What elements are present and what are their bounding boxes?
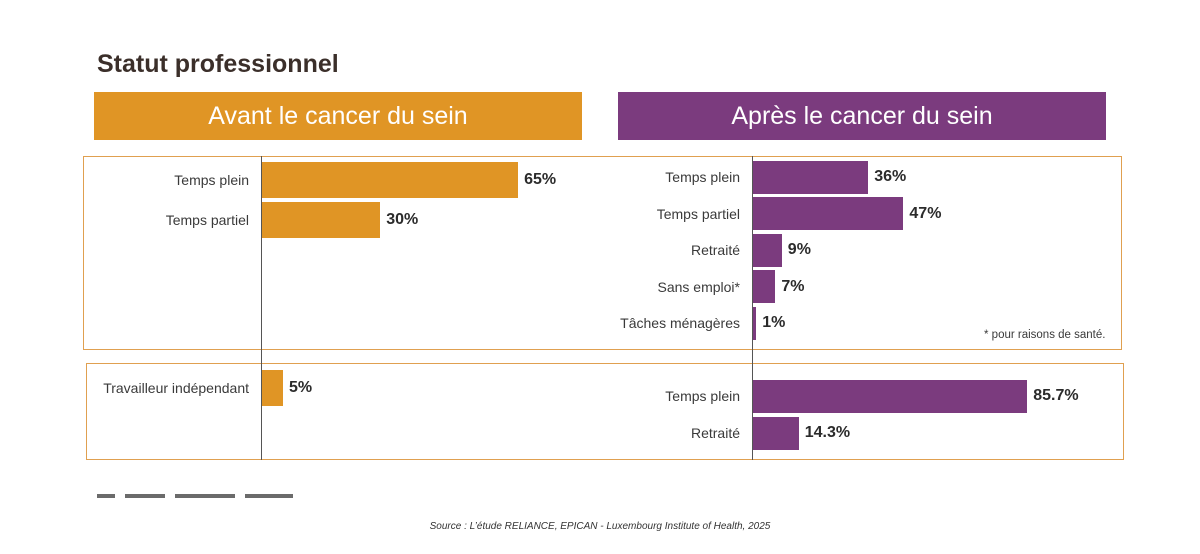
- category-label: Travailleur indépendant: [103, 380, 249, 396]
- value-label: 5%: [289, 379, 313, 396]
- chart-title: Statut professionnel: [97, 50, 339, 78]
- axis-line-before: [261, 156, 262, 460]
- value-label: 85.7%: [1033, 387, 1079, 404]
- value-label: 9%: [787, 241, 811, 258]
- value-label: 36%: [874, 168, 907, 185]
- bar: [753, 233, 782, 267]
- value-label: 47%: [909, 204, 942, 222]
- bar: [753, 160, 869, 194]
- axis-line-after: [752, 156, 753, 460]
- value-label: 7%: [781, 277, 805, 295]
- bar: [753, 306, 757, 340]
- bar: [753, 197, 904, 230]
- category-label: Temps partiel: [656, 205, 740, 222]
- cut-off-next-heading: [97, 494, 307, 498]
- category-label: Sans emploi*: [657, 278, 741, 295]
- header-after: Après le cancer du sein: [618, 92, 1106, 140]
- header-before: Avant le cancer du sein: [94, 92, 582, 140]
- footnote: * pour raisons de santé.: [984, 329, 1106, 341]
- category-label: Temps partiel: [165, 212, 249, 228]
- category-label: Temps plein: [665, 169, 740, 185]
- bar: [753, 270, 776, 303]
- value-label: 14.3%: [804, 424, 851, 441]
- employees-panel: [83, 156, 1122, 350]
- self-employed-panel: [86, 363, 1124, 460]
- bar: [262, 370, 283, 406]
- source-citation: Source : L’étude RELIANCE, EPICAN - Luxe…: [429, 521, 771, 532]
- bar: [262, 202, 381, 238]
- bar: [753, 416, 799, 450]
- category-label: Retraité: [690, 242, 740, 258]
- value-label: 65%: [524, 171, 557, 188]
- value-label: 30%: [386, 211, 419, 228]
- category-label: Temps plein: [174, 172, 249, 188]
- category-label: Temps plein: [665, 388, 740, 404]
- category-label: Retraité: [690, 425, 740, 441]
- bar: [753, 379, 1028, 413]
- value-label: 1%: [762, 314, 786, 331]
- category-label: Tâches ménagères: [620, 315, 740, 331]
- bar: [262, 162, 519, 198]
